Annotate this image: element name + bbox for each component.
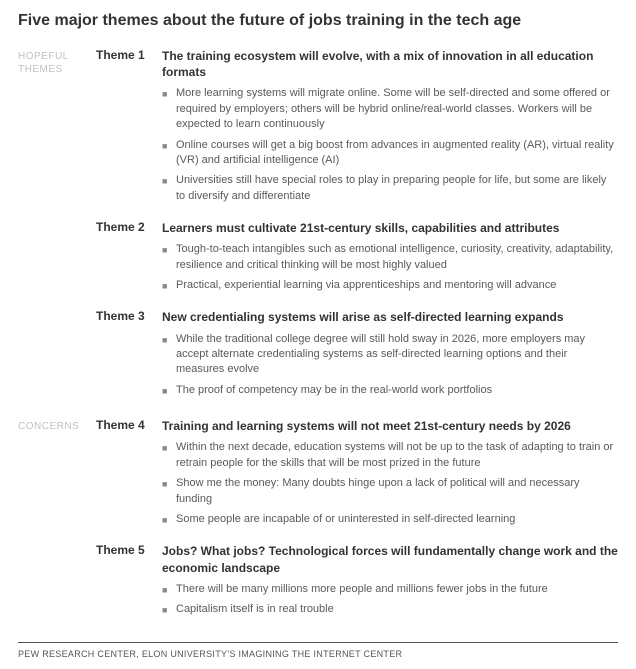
theme: Theme 3New credentialing systems will ar… <box>96 309 618 398</box>
bullet-text: There will be many millions more people … <box>176 582 618 597</box>
bullet-item: ■Capitalism itself is in real trouble <box>162 602 618 617</box>
bullet-item: ■Universities still have special roles t… <box>162 173 618 204</box>
bullet-item: ■While the traditional college degree wi… <box>162 332 618 378</box>
theme-title: Jobs? What jobs? Technological forces wi… <box>162 543 618 575</box>
theme: Theme 5Jobs? What jobs? Technological fo… <box>96 543 618 617</box>
bullet-list: ■While the traditional college degree wi… <box>162 332 618 399</box>
theme-title: New credentialing systems will arise as … <box>162 309 618 325</box>
bullet-list: ■Tough-to-teach intangibles such as emot… <box>162 242 618 293</box>
bullet-icon: ■ <box>162 242 176 273</box>
theme: Theme 2Learners must cultivate 21st-cent… <box>96 220 618 293</box>
theme: Theme 1The training ecosystem will evolv… <box>96 48 618 204</box>
bullet-icon: ■ <box>162 383 176 398</box>
bullet-list: ■There will be many millions more people… <box>162 582 618 618</box>
bullet-item: ■Show me the money: Many doubts hinge up… <box>162 476 618 507</box>
bullet-icon: ■ <box>162 602 176 617</box>
bullet-icon: ■ <box>162 278 176 293</box>
theme-title: Learners must cultivate 21st-century ski… <box>162 220 618 236</box>
section: HOPEFUL THEMESTheme 1The training ecosys… <box>18 48 618 414</box>
bullet-text: Show me the money: Many doubts hinge upo… <box>176 476 618 507</box>
theme-header: Theme 3New credentialing systems will ar… <box>96 309 618 325</box>
theme-title: The training ecosystem will evolve, with… <box>162 48 618 80</box>
bullet-text: Tough-to-teach intangibles such as emoti… <box>176 242 618 273</box>
bullet-item: ■More learning systems will migrate onli… <box>162 86 618 132</box>
bullet-item: ■Practical, experiential learning via ap… <box>162 278 618 293</box>
footer-rule: PEW RESEARCH CENTER, ELON UNIVERSITY'S I… <box>18 642 618 659</box>
section-body: Theme 4Training and learning systems wil… <box>96 418 618 633</box>
sections-container: HOPEFUL THEMESTheme 1The training ecosys… <box>18 48 618 634</box>
theme-number: Theme 5 <box>96 543 162 575</box>
bullet-text: Online courses will get a big boost from… <box>176 138 618 169</box>
theme-header: Theme 4Training and learning systems wil… <box>96 418 618 434</box>
bullet-icon: ■ <box>162 440 176 471</box>
bullet-item: ■There will be many millions more people… <box>162 582 618 597</box>
bullet-icon: ■ <box>162 582 176 597</box>
theme-number: Theme 3 <box>96 309 162 325</box>
bullet-text: More learning systems will migrate onlin… <box>176 86 618 132</box>
bullet-item: ■Online courses will get a big boost fro… <box>162 138 618 169</box>
bullet-list: ■More learning systems will migrate onli… <box>162 86 618 204</box>
bullet-item: ■Some people are incapable of or uninter… <box>162 512 618 527</box>
footer-text: PEW RESEARCH CENTER, ELON UNIVERSITY'S I… <box>18 649 618 659</box>
theme-header: Theme 2Learners must cultivate 21st-cent… <box>96 220 618 236</box>
section-label: HOPEFUL THEMES <box>18 48 96 414</box>
bullet-item: ■The proof of competency may be in the r… <box>162 383 618 398</box>
section-body: Theme 1The training ecosystem will evolv… <box>96 48 618 414</box>
section-label: CONCERNS <box>18 418 96 633</box>
bullet-text: While the traditional college degree wil… <box>176 332 618 378</box>
bullet-text: Some people are incapable of or unintere… <box>176 512 618 527</box>
bullet-text: Within the next decade, education system… <box>176 440 618 471</box>
bullet-icon: ■ <box>162 138 176 169</box>
bullet-text: Practical, experiential learning via app… <box>176 278 618 293</box>
bullet-list: ■Within the next decade, education syste… <box>162 440 618 527</box>
bullet-icon: ■ <box>162 173 176 204</box>
bullet-text: Capitalism itself is in real trouble <box>176 602 618 617</box>
theme-header: Theme 1The training ecosystem will evolv… <box>96 48 618 80</box>
theme: Theme 4Training and learning systems wil… <box>96 418 618 527</box>
page-title: Five major themes about the future of jo… <box>18 12 618 30</box>
bullet-icon: ■ <box>162 332 176 378</box>
section: CONCERNSTheme 4Training and learning sys… <box>18 418 618 633</box>
theme-title: Training and learning systems will not m… <box>162 418 618 434</box>
theme-number: Theme 2 <box>96 220 162 236</box>
bullet-icon: ■ <box>162 86 176 132</box>
bullet-text: Universities still have special roles to… <box>176 173 618 204</box>
bullet-item: ■Tough-to-teach intangibles such as emot… <box>162 242 618 273</box>
bullet-icon: ■ <box>162 512 176 527</box>
bullet-item: ■Within the next decade, education syste… <box>162 440 618 471</box>
theme-header: Theme 5Jobs? What jobs? Technological fo… <box>96 543 618 575</box>
bullet-text: The proof of competency may be in the re… <box>176 383 618 398</box>
theme-number: Theme 4 <box>96 418 162 434</box>
theme-number: Theme 1 <box>96 48 162 80</box>
bullet-icon: ■ <box>162 476 176 507</box>
